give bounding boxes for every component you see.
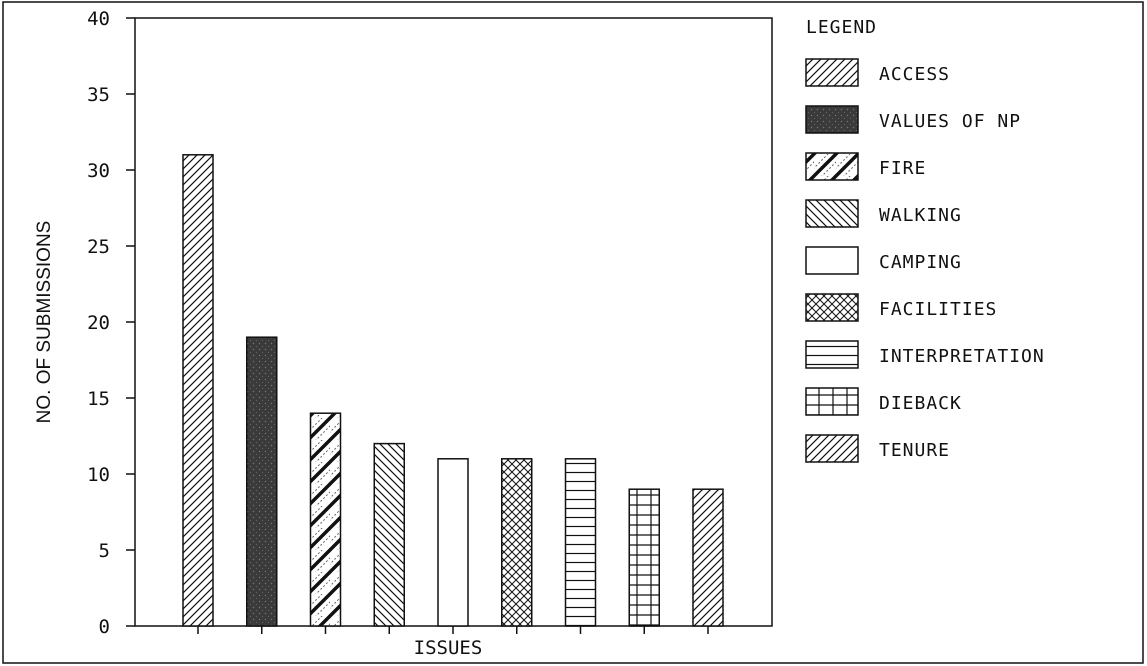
y-tick-label: 35 (87, 84, 110, 106)
y-tick-label: 10 (87, 464, 110, 486)
legend-swatch (805, 246, 859, 275)
bar-dieback (628, 488, 660, 627)
bar-camping (437, 458, 469, 627)
x-axis (197, 626, 709, 634)
legend-label: FIRE (879, 158, 926, 179)
y-tick-label: 25 (87, 236, 110, 258)
y-tick-label: 15 (87, 388, 110, 410)
legend-label: ACCESS (879, 64, 950, 85)
legend-label: INTERPRETATION (879, 346, 1045, 367)
legend-swatch (805, 105, 859, 134)
y-tick-label: 20 (87, 312, 110, 334)
legend-label: FACILITIES (879, 299, 997, 320)
y-axis: 0 5 10 15 20 25 30 35 40 (87, 8, 135, 638)
y-tick-label: 5 (99, 540, 110, 562)
legend-swatch (805, 152, 859, 181)
y-tick-label: 40 (87, 8, 110, 30)
bar-tenure (692, 488, 724, 627)
legend-title: LEGEND (806, 17, 877, 38)
legend-label: VALUES OF NP (879, 111, 1021, 132)
x-axis-title: ISSUES (414, 637, 483, 659)
legend-label: WALKING (879, 205, 962, 226)
y-tick-label: 0 (99, 616, 110, 638)
bar-fire (309, 412, 342, 627)
y-tick-label: 30 (87, 160, 110, 182)
bar-values-of-np (246, 336, 278, 627)
y-axis-title: NO. OF SUBMISSIONS (34, 221, 55, 424)
legend-label: DIEBACK (879, 393, 962, 414)
legend-swatch (805, 293, 859, 322)
bar-walking (373, 442, 405, 627)
legend-swatch (805, 387, 859, 416)
legend-swatch (805, 199, 859, 228)
bar-access (182, 154, 214, 627)
legend-swatch (805, 58, 859, 87)
bar-interpretation (564, 458, 597, 627)
bar-facilities (501, 458, 533, 627)
legend-label: TENURE (879, 440, 950, 461)
legend-label: CAMPING (879, 252, 962, 273)
bars-group (182, 154, 724, 627)
legend-swatch (805, 340, 859, 369)
legend: LEGEND ACCESS VALUES OF NP FIRE WALKING CAMP… (805, 17, 1045, 463)
legend-swatch (805, 434, 859, 463)
